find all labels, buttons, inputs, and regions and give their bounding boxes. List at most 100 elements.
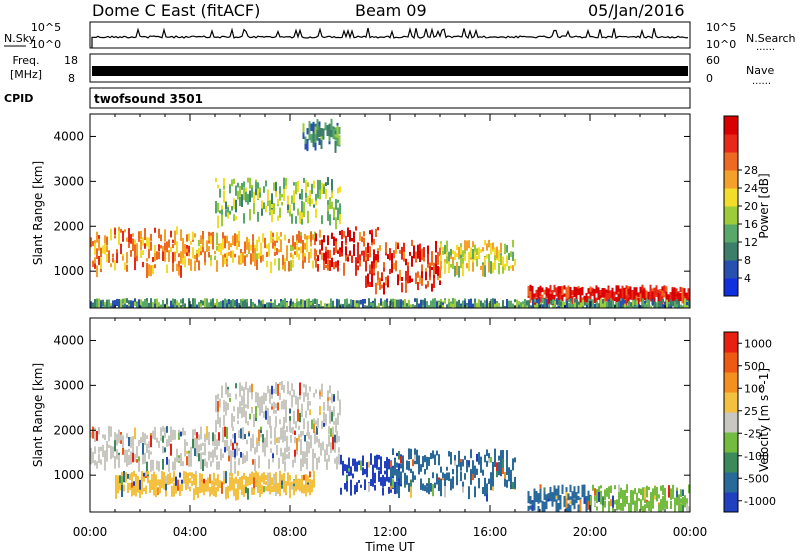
date-title: 05/Jan/2016 (588, 1, 685, 20)
power-echo-region (365, 239, 441, 295)
cpid-label: CPID (4, 92, 33, 105)
velocity-colorbar-tick: -25 (744, 427, 762, 440)
power-colorbar-tick: 20 (744, 200, 758, 213)
freq-unit: [MHz] (10, 68, 42, 81)
velocity-colorbar-tick: 500 (744, 360, 765, 373)
freq-tick-high: 18 (64, 54, 78, 67)
velocity-panel: 1000 2000 3000 4000 Slant Range [km] (31, 317, 691, 513)
nave-tick-high: 60 (706, 54, 720, 67)
power-colorbar-swatch (724, 152, 738, 171)
power-y-tick-label: 2000 (53, 219, 84, 233)
velocity-echo-region (215, 381, 341, 434)
x-tick-label: 08:00 (273, 525, 308, 539)
power-colorbar-tick: 16 (744, 218, 758, 231)
power-colorbar-swatch (724, 206, 738, 225)
nsearch-label: N.Search (746, 32, 796, 45)
x-tick-label: 20:00 (573, 525, 608, 539)
power-colorbar-tick: 8 (744, 254, 751, 267)
cpid-value: twofsound 3501 (94, 92, 203, 106)
nsearch-tick-high: 10^5 (706, 21, 736, 34)
velocity-colorbar-tick: -1000 (744, 495, 776, 508)
power-colorbar-label: Power [dB] (757, 173, 771, 238)
cpid-panel: CPID twofsound 3501 (4, 87, 691, 109)
velocity-colorbar-swatch (724, 472, 738, 493)
power-y-tick-label: 3000 (53, 174, 84, 188)
nave-tick-low: 0 (706, 72, 713, 85)
nsearch-dots: ...... (756, 42, 775, 53)
power-colorbar-tick: 28 (744, 164, 758, 177)
velocity-colorbar-swatch (724, 492, 738, 513)
freq-label: Freq. (12, 54, 39, 67)
power-colorbar: 4 8 12 16 20 24 28 Power [dB] (723, 115, 771, 297)
velocity-ylabel: Slant Range [km] (31, 363, 45, 467)
freq-tick-low: 8 (68, 72, 75, 85)
velocity-y-tick-label: 3000 (53, 378, 84, 392)
power-colorbar-swatch (724, 170, 738, 189)
velocity-echo-region (390, 448, 516, 502)
nave-dots: ...... (752, 76, 771, 87)
velocity-colorbar: 1000 500 100 25 -25 -100 -500 -1000 Velocity [m… (723, 331, 776, 513)
nsky-trace (91, 27, 689, 48)
x-tick-label: 16:00 (473, 525, 508, 539)
x-tick-label: 04:00 (173, 525, 208, 539)
power-echo-region (302, 118, 341, 153)
velocity-echo-region (90, 425, 340, 474)
freq-panel: Freq. [MHz] 18 8 60 0 Nave ...... (10, 53, 774, 87)
velocity-y-tick-label: 2000 (53, 423, 84, 437)
power-echo-region (90, 298, 690, 308)
velocity-colorbar-tick: 100 (744, 382, 765, 395)
velocity-echo-region (590, 484, 690, 512)
velocity-echo-region (340, 452, 404, 496)
velocity-colorbar-tick: -500 (744, 472, 769, 485)
freq-trace (92, 66, 688, 76)
velocity-colorbar-tick: 1000 (744, 337, 772, 350)
velocity-colorbar-label: Velocity [m s^-1] (757, 368, 771, 472)
velocity-colorbar-swatch (724, 372, 738, 393)
nsearch-tick-low: 10^0 (706, 38, 736, 51)
velocity-colorbar-swatch (724, 352, 738, 373)
nsky-tick-high: 10^5 (31, 21, 61, 34)
velocity-colorbar-swatch (724, 452, 738, 473)
power-echo-layer (90, 118, 690, 308)
power-colorbar-swatch (724, 134, 738, 153)
power-colorbar-tick: 24 (744, 182, 758, 195)
velocity-colorbar-swatch (724, 392, 738, 413)
beam-title: Beam 09 (355, 1, 427, 20)
velocity-colorbar-tick: 25 (744, 405, 758, 418)
x-axis-label: Time UT (364, 540, 415, 554)
power-panel: 1000 2000 3000 4000 Slant Range [km] (31, 113, 691, 309)
velocity-colorbar-swatch (724, 432, 738, 453)
velocity-colorbar-swatch (724, 412, 738, 433)
x-tick-label: 00:00 (673, 525, 708, 539)
nsky-panel: 10^5 10^0 N.Sky 10^5 10^0 N.Search .....… (4, 21, 796, 53)
station-title: Dome C East (fitACF) (92, 1, 260, 20)
power-echo-region (315, 226, 379, 276)
velocity-y-tick-label: 1000 (53, 468, 84, 482)
power-y-tick-label: 1000 (53, 264, 84, 278)
power-colorbar-swatch (724, 278, 738, 297)
power-echo-region (215, 177, 341, 230)
power-colorbar-tick: 4 (744, 272, 751, 285)
x-tick-label: 12:00 (373, 525, 408, 539)
nave-label: Nave (746, 64, 774, 77)
velocity-colorbar-tick: -100 (744, 450, 769, 463)
power-echo-region (90, 226, 190, 279)
power-colorbar-swatch (724, 188, 738, 207)
nsky-label: N.Sky (4, 32, 36, 45)
power-colorbar-swatch (724, 116, 738, 135)
velocity-colorbar-swatch (724, 332, 738, 353)
power-echo-region (440, 239, 516, 278)
velocity-echo-region (527, 484, 592, 512)
power-colorbar-swatch (724, 260, 738, 279)
x-tick-labels: 00:00 04:00 08:00 12:00 16:00 20:00 00:00 (73, 525, 708, 539)
velocity-echo-layer (90, 381, 690, 512)
power-y-tick-label: 4000 (53, 129, 84, 143)
power-ylabel: Slant Range [km] (31, 161, 45, 265)
x-tick-label: 00:00 (73, 525, 108, 539)
velocity-echo-region (115, 470, 315, 501)
power-colorbar-swatch (724, 242, 738, 261)
nsky-tick-low: 10^0 (31, 38, 61, 51)
velocity-y-tick-label: 4000 (53, 333, 84, 347)
power-colorbar-tick: 12 (744, 236, 758, 249)
